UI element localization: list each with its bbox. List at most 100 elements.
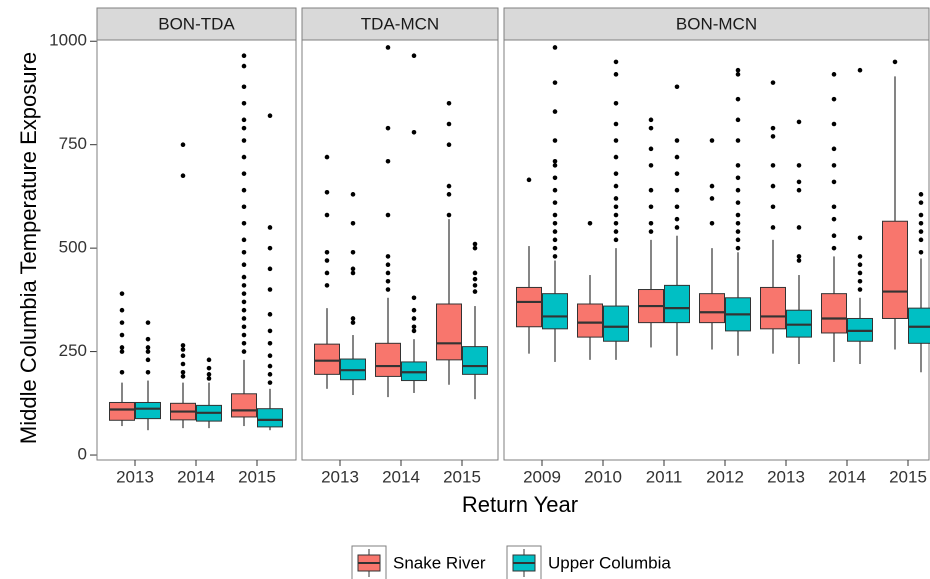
box [821,293,847,334]
outlier [206,372,212,377]
outlier [735,67,741,73]
outlier [648,221,654,226]
x-tick-label: 2015 [443,467,481,486]
outlier [324,249,330,255]
outlier [241,299,247,305]
outlier [613,171,619,176]
x-tick-label: 2015 [889,467,927,486]
box [603,305,629,342]
outlier [145,336,151,342]
outlier [145,349,151,354]
outlier [831,146,837,152]
outlier [831,121,837,127]
outlier [796,119,802,125]
outlier [735,187,741,193]
outlier [552,175,558,181]
outlier [552,109,558,114]
outlier [446,121,452,127]
outlier [796,254,802,259]
box [516,286,542,328]
outlier [324,154,330,160]
outlier [526,177,532,183]
outlier [735,175,741,181]
outlier [472,276,478,282]
outlier [613,72,619,77]
outlier [648,163,654,168]
outlier [735,200,741,205]
panel [503,39,930,461]
outlier [267,113,273,119]
outlier [831,163,837,168]
outlier [857,254,863,259]
x-tick-label: 2015 [238,467,276,486]
outlier [267,372,273,377]
outlier [709,138,715,143]
outlier [552,229,558,234]
outlier [587,221,593,226]
outlier [350,266,356,272]
outlier [241,138,247,143]
box [760,286,786,330]
outlier [241,332,247,338]
panel [301,39,499,461]
outlier [857,270,863,276]
outlier [613,221,619,226]
box [135,401,161,420]
outlier [267,225,273,230]
outlier [241,237,247,243]
outlier [241,117,247,123]
outlier [918,192,924,197]
outlier [613,212,619,218]
outlier [385,278,391,284]
outlier [119,307,125,313]
outlier [674,154,680,160]
outlier [918,249,924,255]
outlier [145,345,151,350]
outlier [674,225,680,230]
outlier [735,237,741,243]
outlier [648,125,654,131]
outlier [613,196,619,201]
outlier [180,343,186,348]
outlier [918,237,924,243]
outlier [831,96,837,102]
strip-label: BON-TDA [158,14,235,33]
box [542,293,568,330]
outlier [119,349,125,354]
outlier [145,320,151,325]
outlier [145,369,151,375]
outlier [552,138,558,143]
outlier [735,245,741,251]
outlier [735,229,741,234]
x-tick-label: 2013 [767,467,805,486]
outlier [446,101,452,106]
outlier [241,101,247,106]
strip-label: BON-MCN [676,14,757,33]
outlier [411,324,417,330]
outlier [324,258,330,263]
outlier [385,158,391,164]
outlier [206,357,212,363]
strip-label: TDA-MCN [361,14,439,33]
outlier [180,142,186,147]
outlier [796,163,802,168]
box [231,393,257,418]
outlier [796,187,802,193]
strip [301,7,499,41]
outlier [613,204,619,210]
outlier [241,187,247,193]
outlier [180,374,186,379]
outlier [267,363,273,369]
outlier [241,249,247,255]
outlier [552,237,558,243]
outlier [674,171,680,176]
outlier [857,278,863,284]
outlier [613,229,619,234]
y-tick-label: 1000 [49,31,87,50]
outlier [552,158,558,164]
y-axis-title: Middle Columbia Temperature Exposure [16,52,41,444]
outlier [180,361,186,367]
outlier [796,225,802,230]
outlier [267,266,273,272]
